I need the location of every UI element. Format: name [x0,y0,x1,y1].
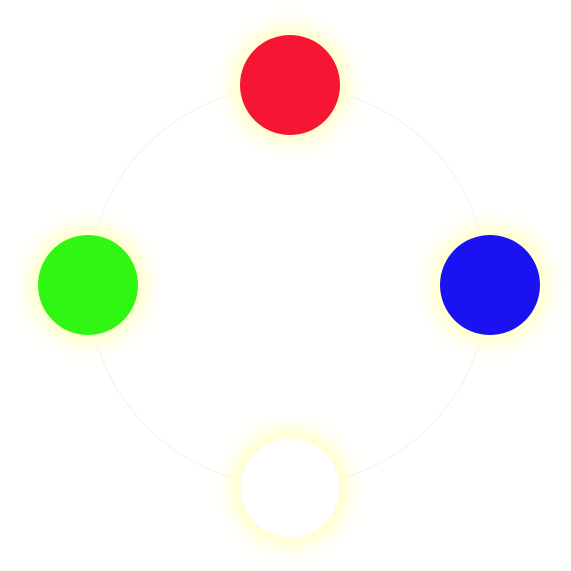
blue-orb[interactable] [440,235,540,335]
orbit-ring [88,86,488,486]
white-orb[interactable] [240,438,340,538]
red-orb[interactable] [240,35,340,135]
green-orb[interactable] [38,235,138,335]
